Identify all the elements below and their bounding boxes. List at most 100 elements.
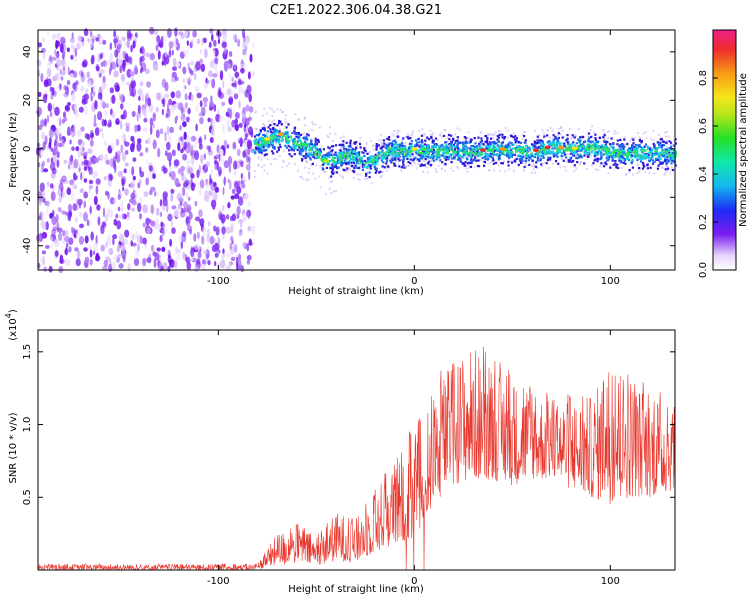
signal-cell bbox=[259, 149, 262, 152]
noise-speck bbox=[220, 214, 226, 224]
noise-speck bbox=[102, 266, 108, 271]
noise-speck bbox=[121, 176, 127, 184]
noise-speck bbox=[43, 168, 49, 173]
signal-cell bbox=[622, 156, 625, 159]
noise-speck bbox=[150, 125, 153, 135]
signal-cell bbox=[263, 129, 266, 132]
noise-speck bbox=[41, 160, 46, 167]
signal-cell bbox=[367, 157, 370, 160]
halo-speck bbox=[340, 146, 342, 149]
noise-speck bbox=[56, 58, 62, 67]
halo-speck bbox=[420, 162, 423, 165]
signal-cell bbox=[523, 135, 526, 138]
signal-cell bbox=[423, 143, 427, 146]
halo-speck bbox=[299, 175, 302, 178]
signal-cell bbox=[330, 145, 333, 148]
signal-cell bbox=[378, 171, 381, 174]
signal-cell bbox=[495, 142, 498, 145]
colorbar-label: Normalized spectral amplitude bbox=[738, 73, 749, 227]
halo-speck bbox=[416, 148, 419, 151]
signal-cell bbox=[401, 144, 404, 147]
signal-cell bbox=[657, 158, 660, 161]
noise-speck bbox=[116, 43, 122, 50]
noise-speck bbox=[226, 144, 230, 149]
signal-cell bbox=[621, 144, 624, 147]
noise-speck bbox=[84, 235, 89, 244]
signal-cell bbox=[546, 159, 549, 162]
signal-cell bbox=[612, 148, 615, 151]
signal-cell bbox=[586, 152, 590, 155]
signal-cell bbox=[496, 154, 499, 157]
halo-speck bbox=[271, 120, 274, 123]
noise-speck bbox=[238, 231, 243, 237]
signal-cell bbox=[361, 163, 364, 166]
halo-speck bbox=[429, 129, 432, 132]
signal-cell bbox=[368, 159, 371, 162]
noise-speck bbox=[241, 183, 246, 189]
signal-cell bbox=[384, 157, 388, 160]
noise-speck bbox=[110, 61, 113, 72]
noise-speck bbox=[251, 70, 256, 77]
noise-speck bbox=[66, 243, 69, 248]
noise-speck bbox=[85, 88, 89, 95]
signal-cell bbox=[593, 159, 596, 162]
signal-cell bbox=[619, 138, 622, 142]
halo-speck bbox=[554, 142, 557, 145]
signal-cell bbox=[381, 165, 384, 168]
signal-cell bbox=[332, 145, 335, 148]
noise-speck bbox=[74, 80, 79, 85]
signal-cell bbox=[503, 153, 507, 156]
snr-y-label: SNR (10 * v/v) bbox=[8, 412, 19, 483]
noise-speck bbox=[157, 223, 161, 232]
noise-speck bbox=[178, 197, 184, 203]
noise-speck bbox=[67, 203, 73, 213]
halo-speck bbox=[380, 143, 383, 145]
signal-cell bbox=[353, 155, 356, 158]
signal-cell bbox=[616, 143, 619, 146]
signal-cell bbox=[514, 141, 517, 144]
signal-cell bbox=[463, 136, 467, 139]
noise-speck bbox=[197, 111, 203, 118]
signal-cell bbox=[356, 155, 359, 158]
halo-speck bbox=[579, 163, 582, 166]
signal-cell bbox=[609, 143, 612, 146]
noise-speck bbox=[159, 199, 163, 207]
noise-speck bbox=[71, 93, 76, 102]
noise-speck bbox=[71, 226, 74, 234]
noise-speck bbox=[83, 165, 88, 172]
noise-speck bbox=[109, 42, 113, 50]
halo-speck bbox=[281, 166, 284, 169]
halo-speck bbox=[315, 164, 318, 167]
halo-speck bbox=[350, 169, 353, 172]
signal-cell bbox=[352, 151, 355, 154]
signal-cell bbox=[253, 135, 257, 138]
signal-cell bbox=[421, 164, 425, 167]
signal-cell bbox=[628, 169, 631, 172]
signal-cell bbox=[396, 151, 399, 154]
signal-cell bbox=[369, 167, 372, 170]
noise-speck bbox=[103, 119, 107, 127]
signal-cell bbox=[597, 140, 600, 143]
noise-speck bbox=[246, 259, 251, 265]
noise-speck bbox=[166, 152, 173, 162]
halo-speck bbox=[542, 162, 545, 165]
halo-speck bbox=[254, 127, 257, 130]
noise-speck bbox=[41, 250, 47, 255]
signal-cell bbox=[530, 154, 533, 157]
halo-speck bbox=[325, 193, 328, 196]
signal-peak bbox=[264, 137, 271, 141]
signal-cell bbox=[546, 152, 549, 155]
noise-speck bbox=[54, 145, 58, 154]
noise-speck bbox=[76, 129, 82, 138]
signal-cell bbox=[401, 152, 404, 155]
signal-cell bbox=[441, 161, 444, 164]
signal-cell bbox=[431, 146, 434, 149]
noise-speck bbox=[72, 203, 77, 212]
signal-cell bbox=[305, 152, 308, 155]
noise-speck bbox=[222, 28, 227, 35]
signal-cell bbox=[573, 136, 576, 139]
noise-speck bbox=[246, 242, 250, 252]
signal-cell bbox=[389, 147, 392, 150]
halo-speck bbox=[489, 162, 492, 165]
noise-speck bbox=[120, 103, 124, 110]
